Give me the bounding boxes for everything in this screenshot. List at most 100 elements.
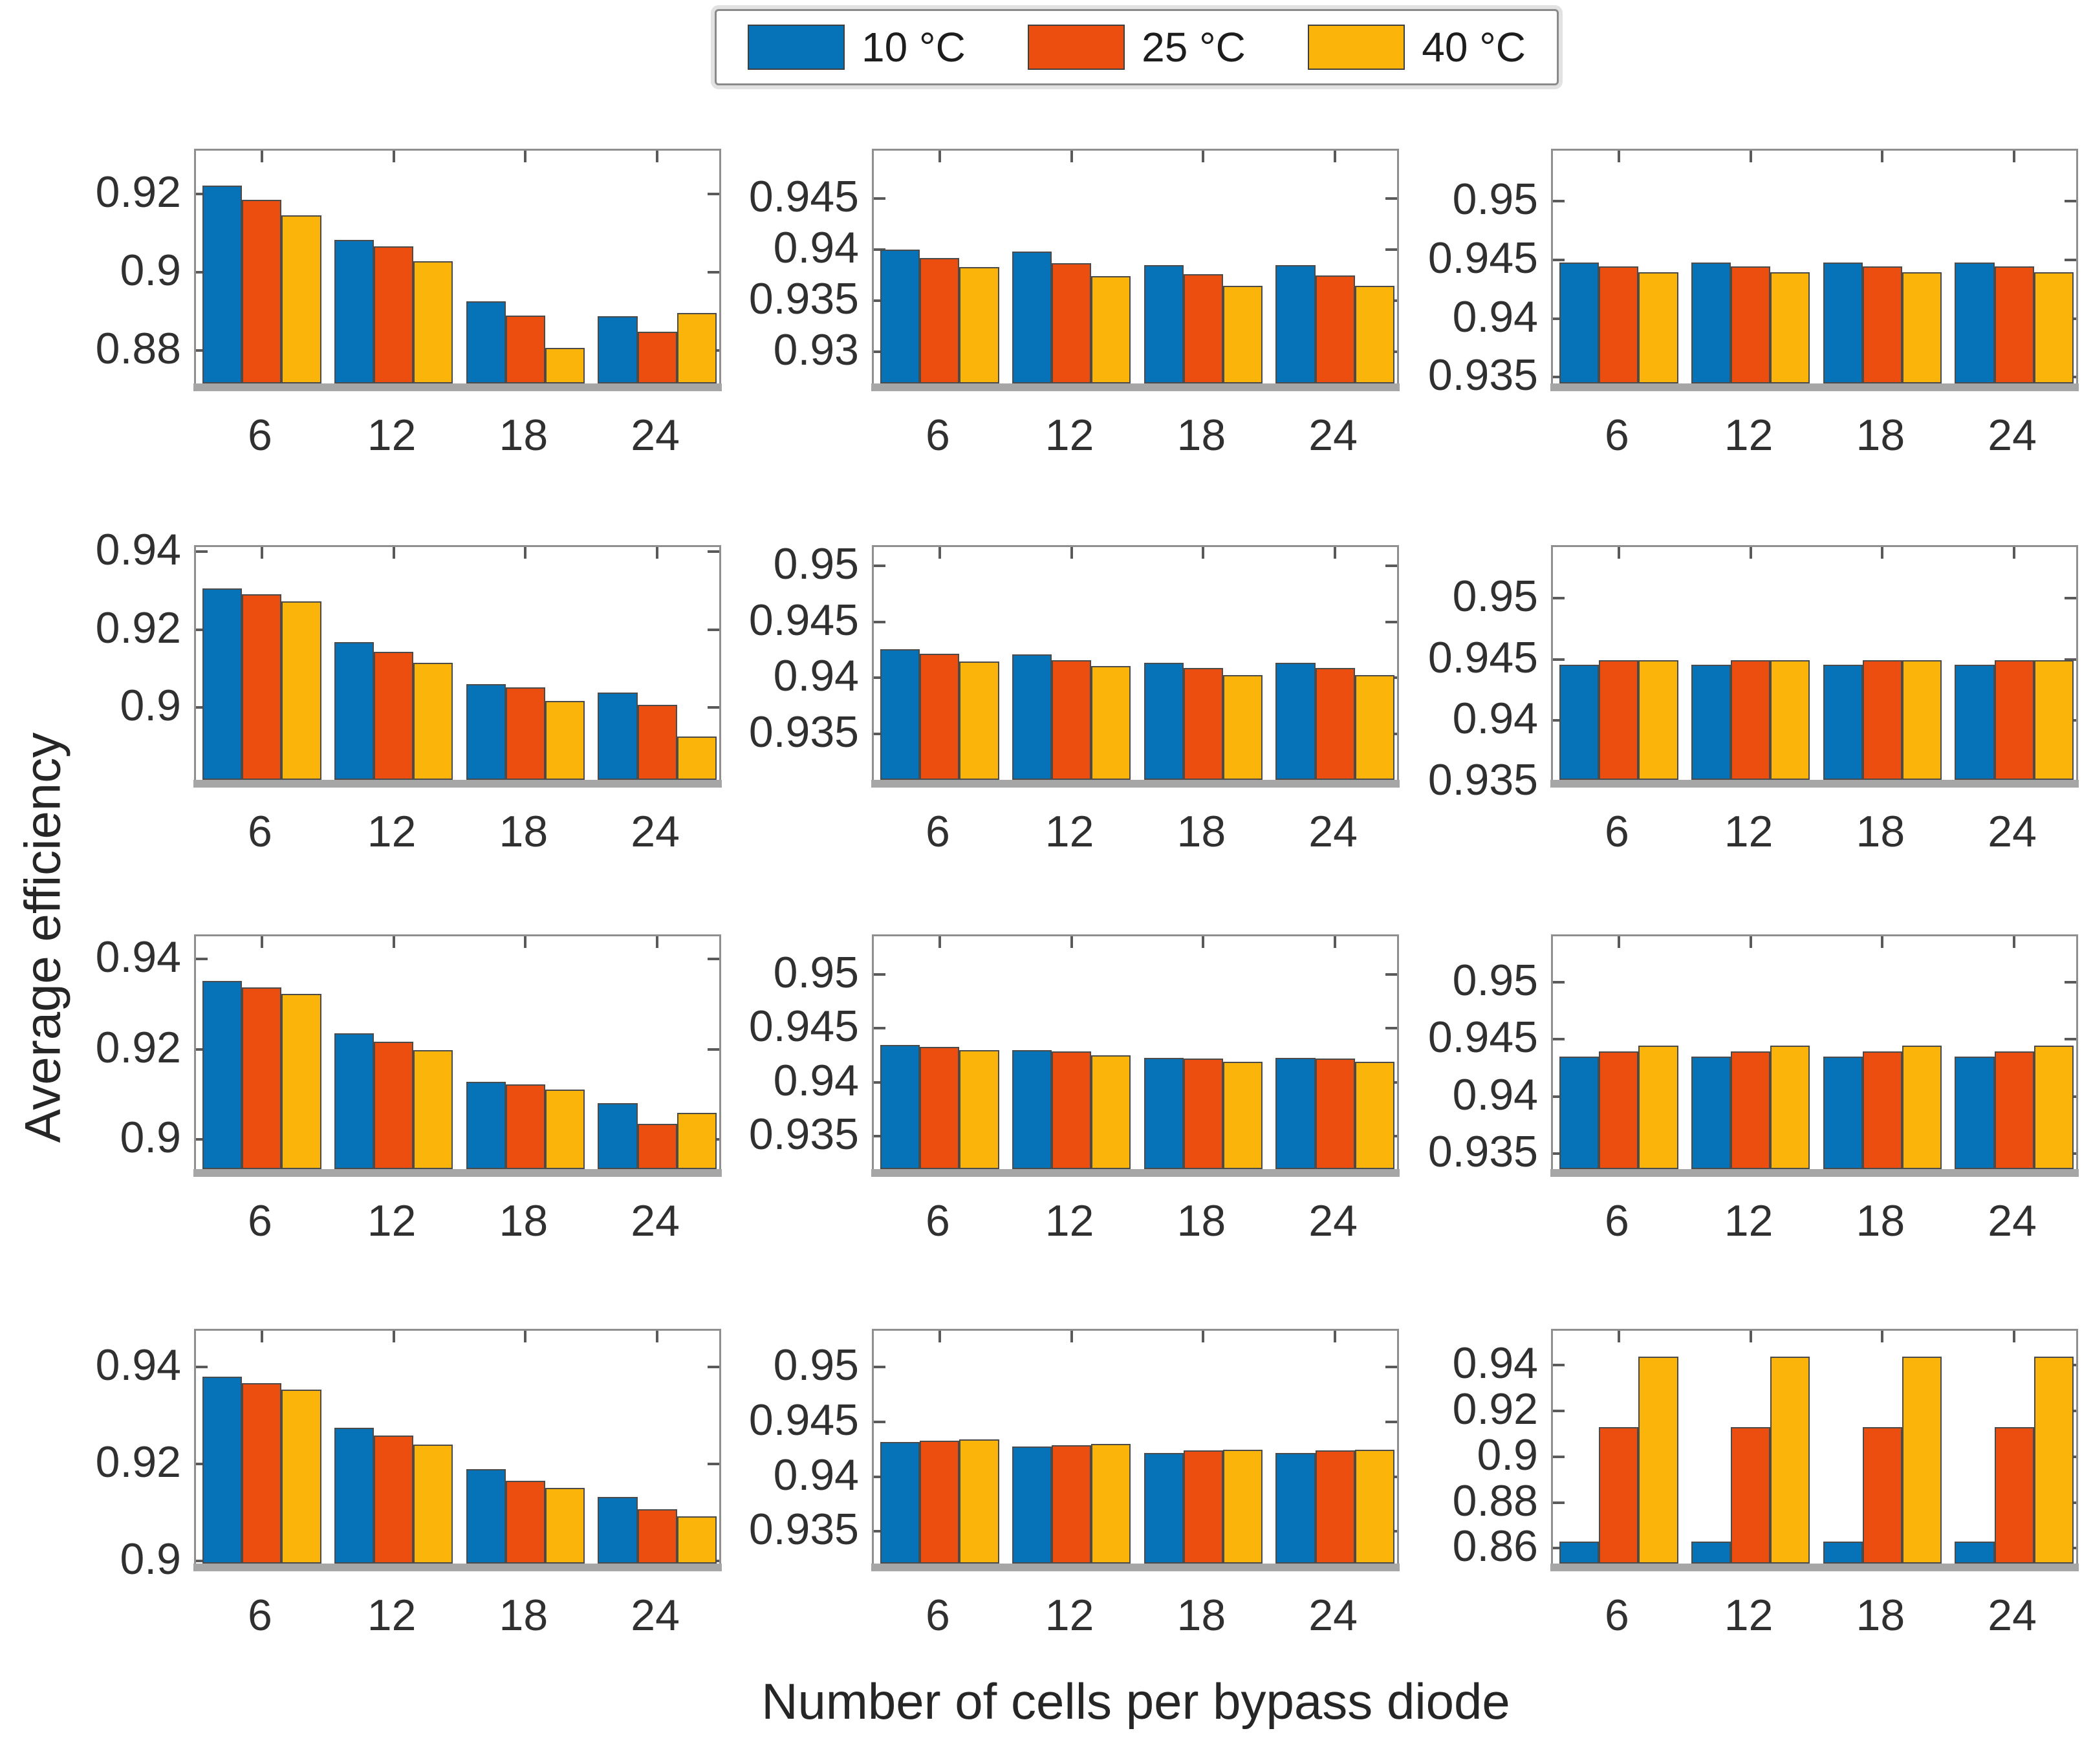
x-tick-mark <box>1334 936 1337 948</box>
y-tick-mark <box>874 1027 885 1030</box>
x-tick-mark <box>1749 936 1752 948</box>
y-tick-label: 0.93 <box>773 325 859 374</box>
bar-12-40C <box>1091 276 1131 383</box>
bar-24-40C <box>2033 1045 2074 1169</box>
bar-12-25C <box>1731 266 1771 383</box>
plot-area <box>871 1329 1400 1571</box>
y-tick-mark <box>874 197 885 200</box>
legend-swatch-icon <box>1308 25 1405 70</box>
bar-24-10C <box>598 316 638 383</box>
bar-18-40C <box>545 700 585 780</box>
y-tick-mark <box>1385 1365 1397 1368</box>
x-tick-label: 24 <box>1988 1591 2037 1640</box>
x-tick-label: 6 <box>1604 411 1629 460</box>
x-tick-label: 6 <box>247 807 272 856</box>
legend: 10 °C 25 °C 40 °C <box>715 9 1559 85</box>
y-tick-mark <box>1553 719 1565 722</box>
bar-12-25C <box>1731 1051 1771 1169</box>
y-tick-mark <box>874 676 885 680</box>
y-tick-mark <box>2065 980 2076 984</box>
y-tick-mark <box>874 1530 885 1533</box>
bar-6-40C <box>959 1050 999 1169</box>
bar-12-40C <box>413 1444 453 1564</box>
x-axis-line <box>871 383 1400 391</box>
x-tick-mark <box>260 151 263 162</box>
y-tick-label: 0.94 <box>95 1340 181 1390</box>
bar-6-25C <box>1599 1051 1639 1169</box>
plot-area <box>1550 1329 2079 1571</box>
bar-12-10C <box>1012 1446 1052 1564</box>
y-tick-mark <box>1553 200 1565 203</box>
y-tick-mark <box>1553 317 1565 320</box>
y-tick-label: 0.94 <box>1452 1339 1538 1388</box>
bar-12-40C <box>1770 1357 1810 1564</box>
bar-12-10C <box>334 1427 374 1564</box>
bar-24-25C <box>637 331 677 383</box>
y-tick-mark <box>874 248 885 252</box>
bar-24-40C <box>1354 285 1394 383</box>
x-tick-mark <box>656 547 659 559</box>
bar-12-25C <box>1731 1427 1771 1564</box>
bar-24-25C <box>1994 1051 2034 1169</box>
bar-12-40C <box>1770 272 1810 383</box>
y-tick-label: 0.9 <box>120 681 181 731</box>
bar-6-25C <box>242 1382 282 1564</box>
bar-18-40C <box>545 1090 585 1169</box>
subplot-r4c1: 0.9 0.92 0.94 6 12 18 24 <box>26 1316 741 1649</box>
bar-24-40C <box>677 737 717 780</box>
subplot-r2c1: 0.9 0.92 0.94 6 12 18 24 <box>26 525 741 865</box>
bar-12-40C <box>413 663 453 780</box>
subplot-r4c2: 0.935 0.94 0.945 0.95 6 12 18 24 <box>704 1316 1418 1649</box>
bar-24-40C <box>677 1516 717 1564</box>
x-axis-line <box>871 1564 1400 1571</box>
x-tick-label: 6 <box>925 1196 950 1245</box>
x-tick-mark <box>260 936 263 948</box>
bar-24-40C <box>1354 1062 1394 1169</box>
y-tick-mark <box>1553 1501 1565 1504</box>
bar-18-40C <box>1902 1357 1942 1564</box>
bar-18-40C <box>1902 272 1942 383</box>
y-tick-label: 0.945 <box>1427 1013 1538 1062</box>
x-tick-mark <box>1202 936 1205 948</box>
bar-18-10C <box>466 1469 506 1564</box>
bar-24-10C <box>1955 1057 1995 1169</box>
bar-6-25C <box>242 987 282 1169</box>
y-tick-mark <box>196 1462 208 1465</box>
bar-24-10C <box>598 692 638 780</box>
x-tick-label: 12 <box>367 1196 417 1245</box>
x-tick-label: 24 <box>631 1196 680 1245</box>
y-tick-mark <box>1553 597 1565 600</box>
x-tick-label: 6 <box>247 1196 272 1245</box>
bar-18-40C <box>545 1487 585 1564</box>
y-tick-label: 0.945 <box>748 1395 859 1445</box>
x-tick-label: 18 <box>499 1196 548 1245</box>
bar-24-25C <box>637 1123 677 1169</box>
bar-6-10C <box>1559 1542 1599 1564</box>
y-tick-label: 0.88 <box>95 323 181 373</box>
y-tick-mark <box>196 1366 208 1369</box>
bar-12-10C <box>1691 1542 1731 1564</box>
x-tick-mark <box>1749 547 1752 559</box>
x-tick-label: 6 <box>925 411 950 460</box>
subplot-r1c1: 0.88 0.9 0.92 6 12 18 24 <box>26 136 741 469</box>
y-tick-mark <box>196 270 208 274</box>
y-tick-mark <box>874 565 885 568</box>
y-tick-mark <box>196 628 208 631</box>
x-tick-label: 18 <box>499 807 548 856</box>
bar-12-40C <box>1091 665 1131 780</box>
x-tick-label: 24 <box>1988 411 2037 460</box>
x-axis-line <box>871 780 1400 788</box>
bar-6-40C <box>1638 272 1678 383</box>
y-tick-mark <box>708 628 719 631</box>
bar-6-40C <box>1638 1357 1678 1564</box>
bar-12-25C <box>1052 1051 1092 1169</box>
x-tick-label: 6 <box>1604 1591 1629 1640</box>
y-tick-label: 0.935 <box>1427 1127 1538 1177</box>
y-tick-label: 0.9 <box>120 1113 181 1163</box>
bar-12-10C <box>1012 252 1052 383</box>
x-tick-label: 6 <box>247 1591 272 1640</box>
bar-6-10C <box>202 1377 243 1564</box>
plot-area <box>871 934 1400 1177</box>
y-tick-mark <box>708 1366 719 1369</box>
bar-24-10C <box>1275 1452 1316 1564</box>
